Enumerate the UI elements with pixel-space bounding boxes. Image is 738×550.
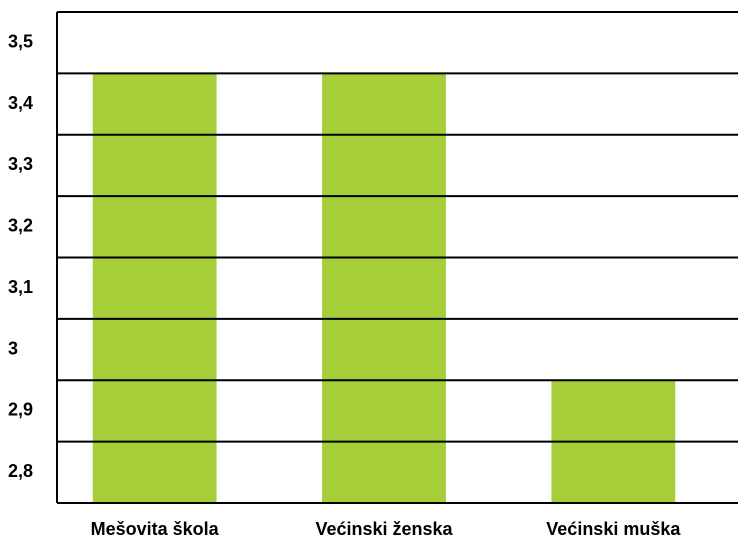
y-tick-label: 2,9: [8, 400, 33, 420]
y-tick-label: 3,1: [8, 277, 33, 297]
y-tick-label: 2,8: [8, 461, 33, 481]
bar: [92, 73, 217, 503]
bar: [322, 73, 446, 503]
x-tick-label: Većinski ženska: [315, 519, 453, 539]
y-tick-label: 3,4: [8, 93, 33, 113]
y-tick-label: 3,5: [8, 31, 33, 51]
y-tick-label: 3: [8, 338, 18, 358]
x-tick-label: Mešovita škola: [91, 519, 220, 539]
y-tick-label: 3,3: [8, 154, 33, 174]
y-tick-label: 3,2: [8, 216, 33, 236]
x-tick-label: Većinski muška: [546, 519, 681, 539]
